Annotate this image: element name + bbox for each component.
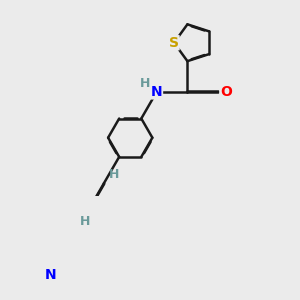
Text: S: S xyxy=(169,36,179,50)
Text: N: N xyxy=(45,268,57,282)
Text: H: H xyxy=(80,215,91,228)
Text: H: H xyxy=(110,168,120,182)
Text: O: O xyxy=(220,85,232,99)
Text: H: H xyxy=(140,77,150,90)
Text: N: N xyxy=(151,85,163,99)
